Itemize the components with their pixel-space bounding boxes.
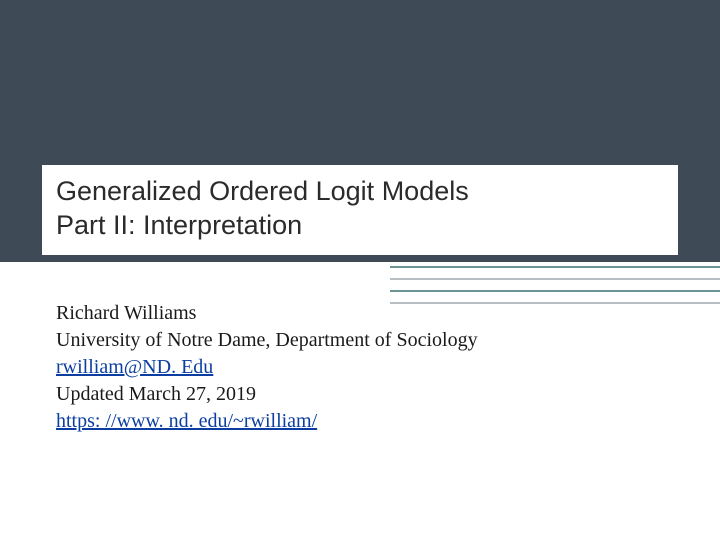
deco-line bbox=[390, 290, 720, 292]
title-line-1: Generalized Ordered Logit Models bbox=[56, 176, 469, 206]
author-name: Richard Williams bbox=[56, 300, 676, 327]
author-url-link[interactable]: https: //www. nd. edu/~rwilliam/ bbox=[56, 410, 317, 432]
author-info-block: Richard Williams University of Notre Dam… bbox=[56, 300, 676, 435]
deco-line bbox=[390, 278, 720, 280]
updated-date: Updated March 27, 2019 bbox=[56, 381, 676, 408]
title-line-2: Part II: Interpretation bbox=[56, 210, 302, 240]
slide-title: Generalized Ordered Logit Models Part II… bbox=[56, 175, 664, 243]
author-affiliation: University of Notre Dame, Department of … bbox=[56, 327, 676, 354]
author-email-link[interactable]: rwilliam@ND. Edu bbox=[56, 356, 213, 378]
title-block: Generalized Ordered Logit Models Part II… bbox=[42, 165, 678, 255]
deco-line bbox=[390, 266, 720, 268]
